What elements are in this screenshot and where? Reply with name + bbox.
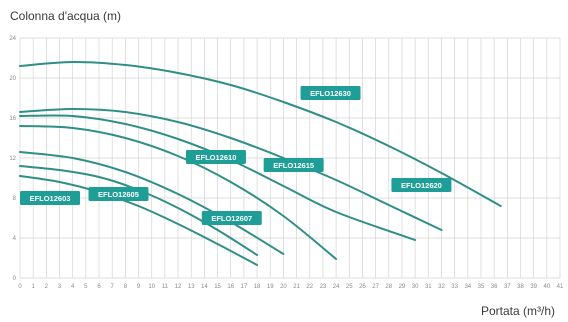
x-tick-8: 8 [124, 284, 128, 290]
x-tick-12: 12 [175, 284, 182, 290]
curve-label-box [20, 191, 80, 205]
x-tick-3: 3 [58, 284, 62, 290]
curve-labels: EFLO12630 EFLO12610 EFLO12615 EFLO12620 EFLO… [20, 86, 452, 225]
x-tick-18: 18 [254, 284, 261, 290]
x-tick-39: 39 [530, 284, 537, 290]
x-tick-40: 40 [543, 284, 550, 290]
y-tick-1: 4 [13, 236, 17, 242]
curve-label-text: EFLO12620 [401, 181, 442, 190]
x-tick-27: 27 [372, 284, 379, 290]
curve-label-box [88, 187, 149, 201]
y-tick-labels: 0 4 8 12 16 20 24 [9, 36, 16, 282]
curve-label-box [263, 158, 324, 172]
y-tick-0: 0 [13, 276, 17, 282]
curve-label-eflo12603: EFLO12603 [20, 191, 80, 205]
x-tick-37: 37 [504, 284, 511, 290]
x-tick-41: 41 [557, 284, 564, 290]
x-tick-25: 25 [346, 284, 353, 290]
x-tick-23: 23 [320, 284, 327, 290]
x-tick-5: 5 [84, 284, 88, 290]
x-tick-9: 9 [137, 284, 141, 290]
curve-label-text: EFLO12605 [98, 190, 139, 199]
x-tick-labels: 0 1 2 3 4 5 6 7 8 9 10 11 12 13 14 15 16 17 18 19 20 21 22 23 24… [18, 284, 564, 290]
curve-label-eflo12620: EFLO12620 [391, 178, 452, 192]
x-tick-29: 29 [399, 284, 406, 290]
x-tick-4: 4 [71, 284, 75, 290]
curve-label-text: EFLO12607 [211, 214, 252, 223]
y-axis-label: Colonna d'acqua (m) [10, 9, 121, 23]
x-tick-26: 26 [359, 284, 366, 290]
curve-label-eflo12605: EFLO12605 [88, 187, 149, 201]
x-tick-38: 38 [517, 284, 524, 290]
x-tick-20: 20 [280, 284, 287, 290]
x-tick-21: 21 [293, 284, 300, 290]
series-line-eflo12610 [19, 125, 338, 260]
curve-label-box [391, 178, 452, 192]
curve-label-box [185, 150, 246, 164]
curve-label-text: EFLO12615 [273, 161, 314, 170]
curve-label-text: EFLO12603 [30, 194, 71, 203]
x-axis-label: Portata (m³/h) [481, 304, 555, 318]
x-tick-31: 31 [425, 284, 432, 290]
curve-label-box [201, 211, 262, 225]
curve-label-eflo12615: EFLO12615 [263, 158, 324, 172]
x-tick-24: 24 [333, 284, 340, 290]
series-line-eflo12620 [19, 107, 443, 231]
y-tick-3: 12 [9, 156, 16, 162]
x-tick-0: 0 [18, 284, 22, 290]
x-tick-33: 33 [451, 284, 458, 290]
y-tick-5: 20 [9, 76, 16, 82]
x-tick-2: 2 [45, 284, 49, 290]
curve-label-eflo12630: EFLO12630 [300, 86, 361, 100]
curve-label-eflo12607: EFLO12607 [201, 211, 262, 225]
x-tick-15: 15 [214, 284, 221, 290]
x-tick-32: 32 [438, 284, 445, 290]
x-tick-35: 35 [478, 284, 485, 290]
x-tick-14: 14 [201, 284, 208, 290]
series-line-eflo12630 [19, 60, 502, 207]
x-tick-16: 16 [227, 284, 234, 290]
y-tick-4: 16 [9, 116, 16, 122]
x-tick-28: 28 [385, 284, 392, 290]
curve-label-eflo12610: EFLO12610 [185, 150, 246, 164]
y-tick-2: 8 [13, 196, 17, 202]
x-tick-1: 1 [31, 284, 35, 290]
x-tick-30: 30 [412, 284, 419, 290]
x-tick-13: 13 [188, 284, 195, 290]
x-tick-17: 17 [241, 284, 248, 290]
x-tick-11: 11 [162, 284, 169, 290]
x-tick-19: 19 [267, 284, 274, 290]
curve-label-box [300, 86, 361, 100]
y-tick-6: 24 [9, 36, 16, 42]
x-tick-22: 22 [306, 284, 313, 290]
curve-label-text: EFLO12630 [310, 89, 351, 98]
x-tick-34: 34 [464, 284, 471, 290]
series-line-eflo12603 [19, 175, 259, 266]
x-tick-6: 6 [97, 284, 101, 290]
x-tick-36: 36 [491, 284, 498, 290]
x-tick-10: 10 [148, 284, 155, 290]
curve-label-text: EFLO12610 [196, 153, 237, 162]
x-tick-7: 7 [111, 284, 115, 290]
